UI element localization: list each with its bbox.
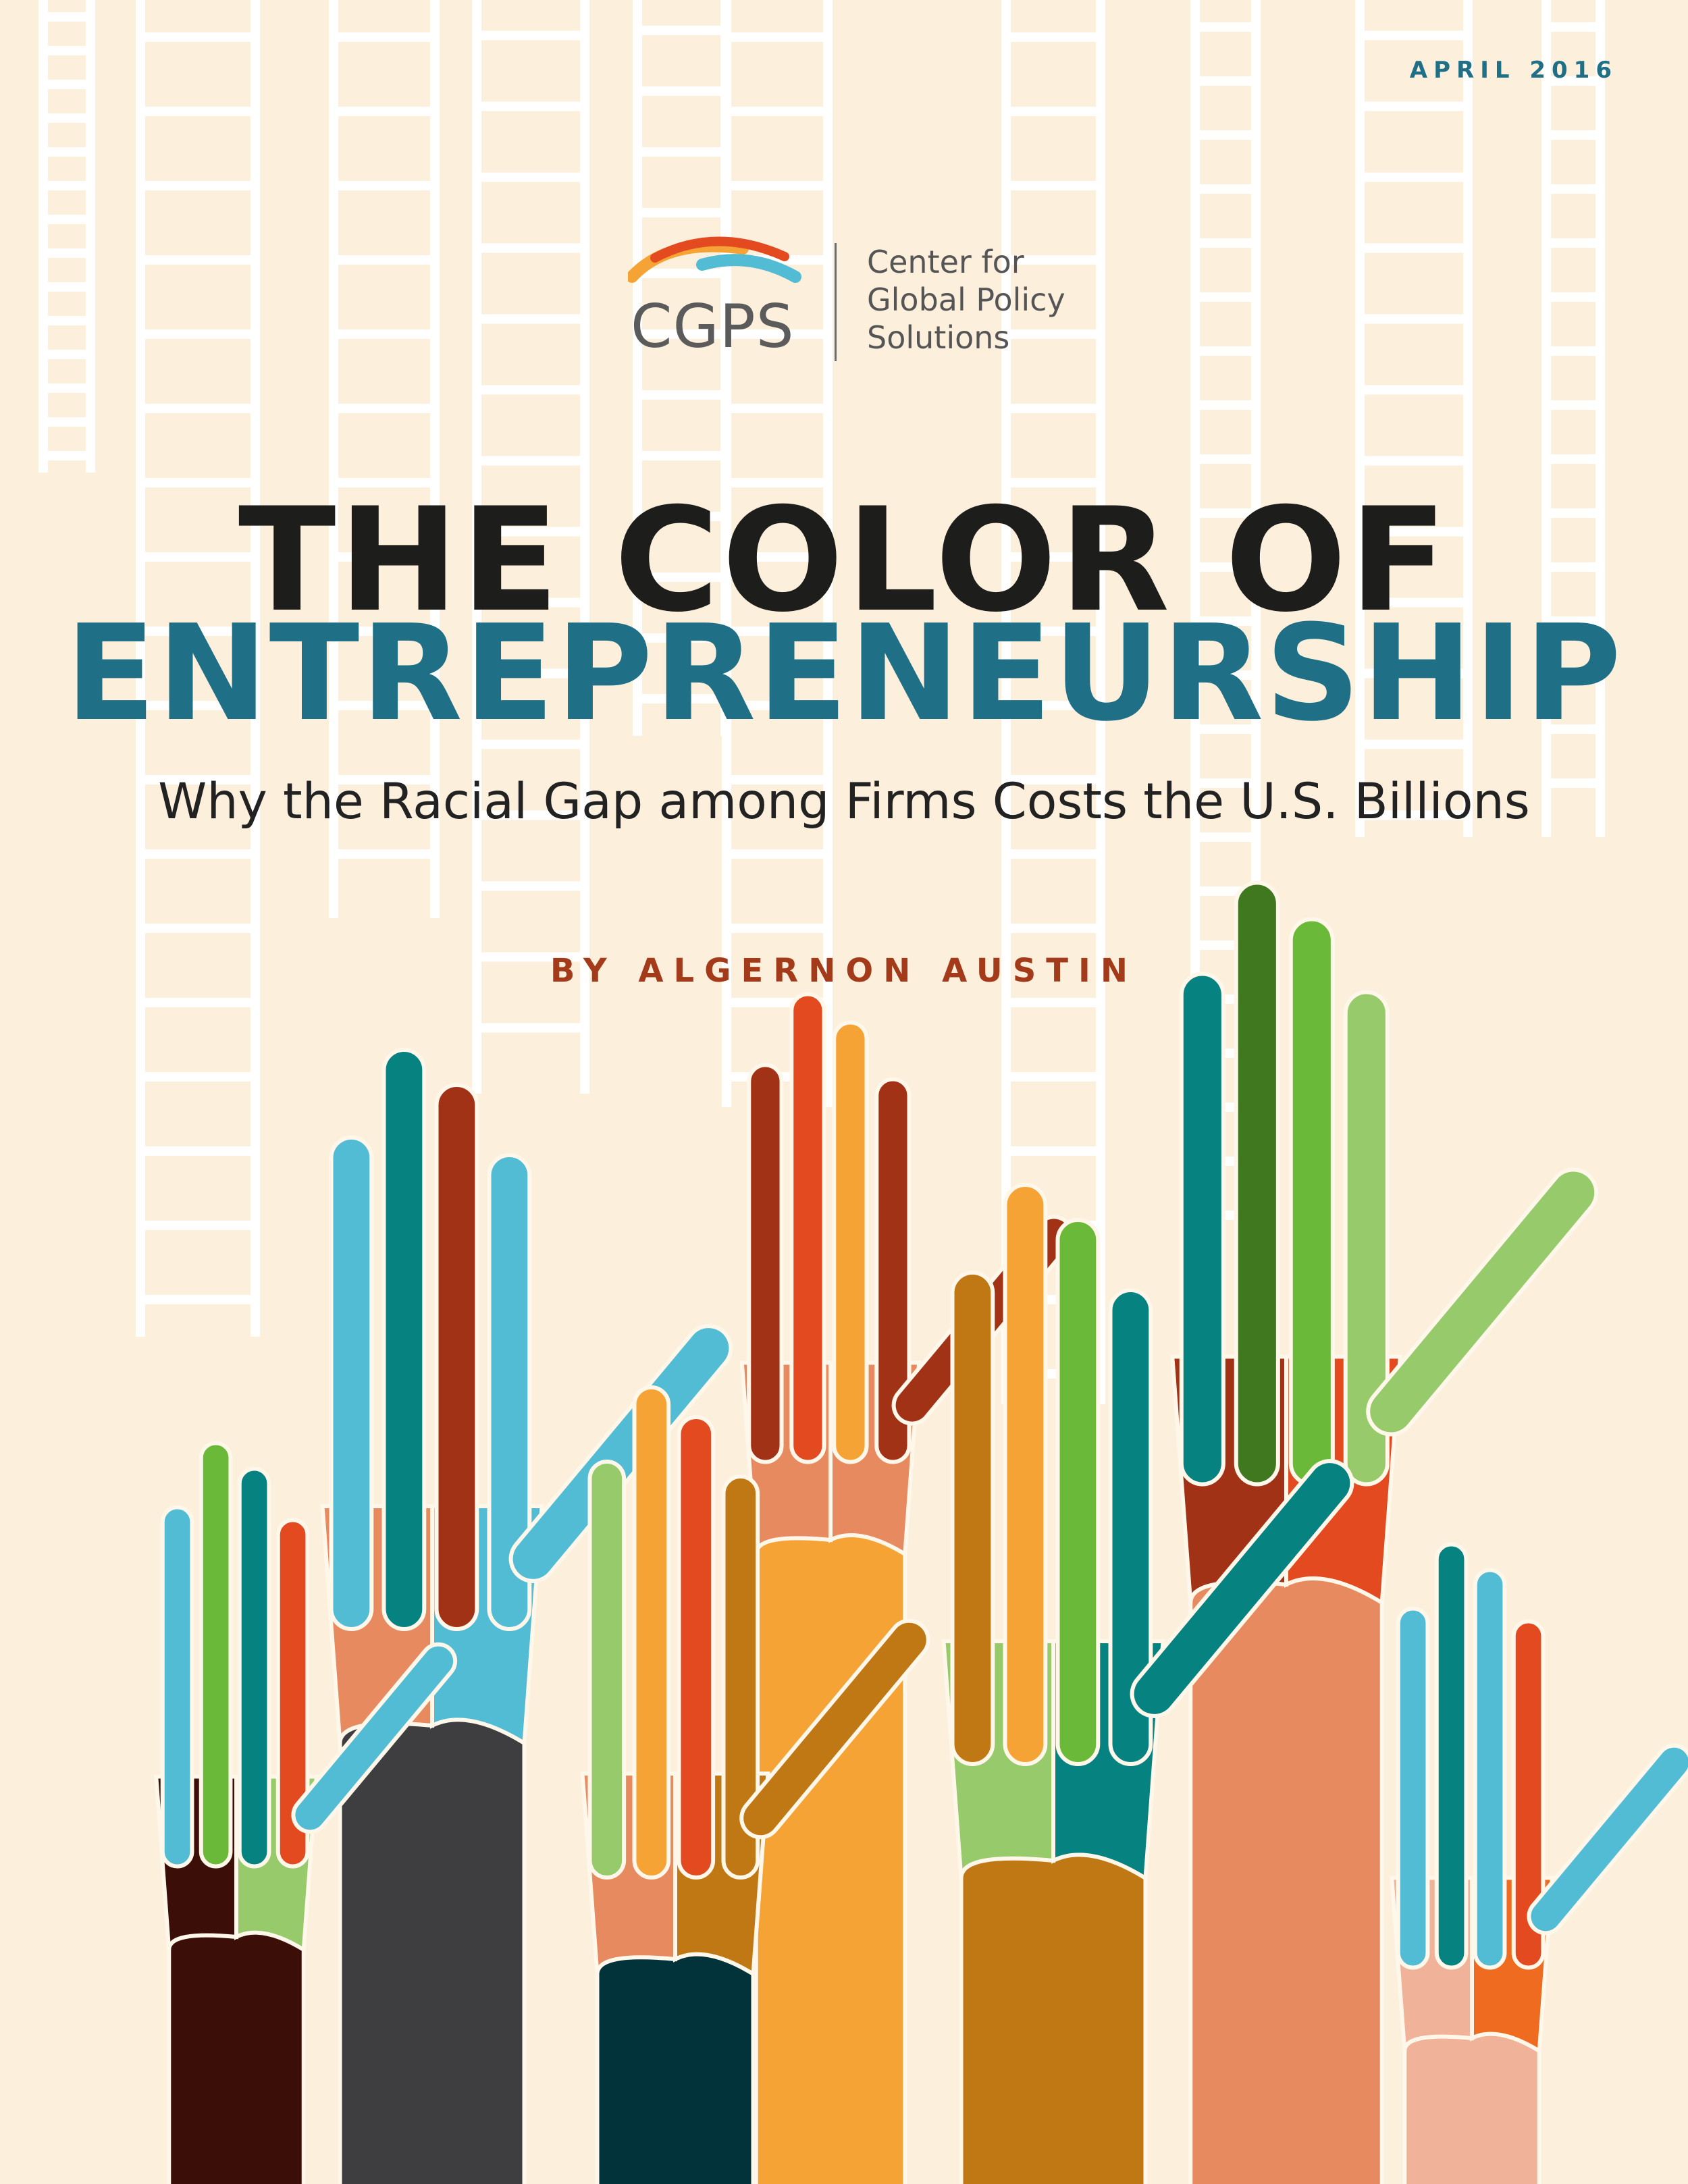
hand-finger bbox=[434, 1083, 479, 1631]
logo-name-line-3: Solutions bbox=[867, 319, 1010, 356]
raised-hands-illustration bbox=[154, 880, 1688, 2184]
logo-divider bbox=[835, 243, 837, 361]
hand-finger bbox=[950, 1271, 995, 1766]
cgps-logo: CGPS Center for Global Policy Solutions bbox=[628, 230, 1074, 365]
raised-hand bbox=[154, 1441, 458, 2184]
hand-arm bbox=[1188, 1564, 1384, 2184]
publication-date: APRIL 2016 bbox=[1409, 57, 1618, 84]
hand-thumb bbox=[295, 1646, 454, 1830]
hand-finger bbox=[874, 1077, 912, 1464]
hand-thumb bbox=[1370, 1171, 1595, 1433]
hand-finger bbox=[721, 1474, 760, 1880]
raised-hand bbox=[1170, 880, 1599, 2184]
logo-arc-icon bbox=[628, 236, 801, 283]
hand-arm bbox=[1402, 2023, 1541, 2184]
hand-thumb bbox=[1531, 1747, 1688, 1932]
hand-arm bbox=[754, 1524, 907, 2184]
logo-name-line-2: Global Policy bbox=[867, 282, 1065, 318]
raised-hand bbox=[1390, 1542, 1688, 2184]
ladder bbox=[1355, 0, 1473, 837]
hand-finger bbox=[381, 1048, 427, 1631]
hand-arm bbox=[595, 1942, 756, 2184]
ladder bbox=[1001, 0, 1105, 1404]
logo-mark: CGPS bbox=[631, 292, 795, 361]
hand-finger bbox=[1003, 1183, 1048, 1766]
hand-thumb bbox=[1134, 1463, 1350, 1714]
hand-finger bbox=[487, 1153, 532, 1631]
ladder bbox=[1541, 0, 1605, 837]
ladder bbox=[38, 0, 95, 473]
subtitle: Why the Racial Gap among Firms Costs the… bbox=[158, 773, 1530, 830]
hand-finger bbox=[237, 1466, 271, 1869]
title-line-1: THE COLOR OF bbox=[238, 477, 1450, 643]
logo-name-line-1: Center for bbox=[867, 244, 1024, 280]
ladder bbox=[136, 0, 260, 1337]
hand-finger bbox=[1288, 917, 1335, 1487]
ladder bbox=[472, 0, 589, 1094]
hand-finger bbox=[1396, 1606, 1430, 1970]
hand-finger bbox=[275, 1518, 310, 1869]
hand-finger bbox=[1179, 971, 1225, 1487]
byline: BY ALGERNON AUSTIN bbox=[550, 952, 1138, 990]
ladder bbox=[722, 0, 833, 1107]
hand-arm bbox=[167, 1922, 306, 2184]
hand-finger bbox=[1434, 1542, 1469, 1970]
hand-finger bbox=[789, 992, 826, 1464]
raised-hand bbox=[580, 1385, 930, 2184]
hand-finger bbox=[677, 1415, 716, 1880]
hand-finger bbox=[1511, 1619, 1546, 1970]
hand-arm bbox=[338, 1706, 527, 2184]
raised-hand bbox=[941, 1183, 1354, 2184]
hand-finger bbox=[1234, 880, 1280, 1487]
hand-finger bbox=[832, 1020, 869, 1464]
hand-finger bbox=[1055, 1218, 1101, 1766]
hand-finger bbox=[587, 1460, 627, 1880]
hand-thumb bbox=[512, 1328, 729, 1579]
ladder bbox=[329, 0, 440, 918]
hand-finger bbox=[632, 1385, 671, 1880]
hand-finger bbox=[199, 1441, 233, 1869]
title-line-2: ENTREPRENEURSHIP bbox=[65, 597, 1623, 751]
hand-finger bbox=[747, 1063, 784, 1464]
hand-thumb bbox=[743, 1622, 926, 1836]
hand-finger bbox=[1473, 1568, 1507, 1970]
hand-finger bbox=[1343, 990, 1390, 1487]
logo-name: Center for Global Policy Solutions bbox=[867, 243, 1083, 356]
hand-finger bbox=[160, 1505, 194, 1869]
hand-arm bbox=[959, 1841, 1148, 2184]
hand-finger bbox=[329, 1136, 374, 1631]
hand-finger bbox=[1108, 1288, 1153, 1766]
